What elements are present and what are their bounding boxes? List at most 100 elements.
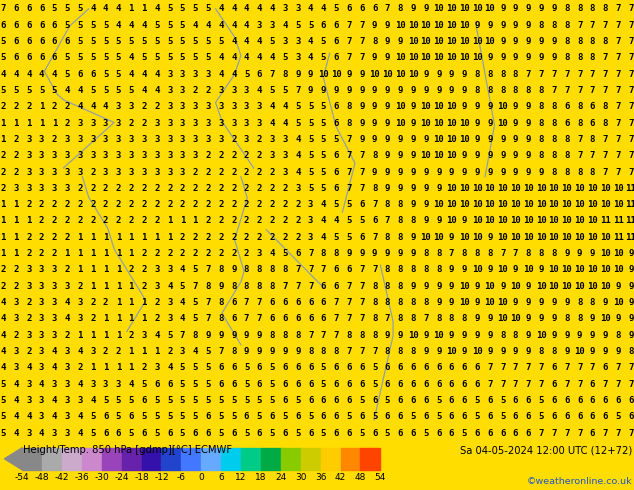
Text: 9: 9 [410,135,416,144]
Text: 2: 2 [231,200,236,209]
Text: 6: 6 [333,266,339,274]
Text: 2: 2 [154,184,160,193]
Text: 8: 8 [526,249,531,258]
Text: 5: 5 [141,37,146,46]
Text: 10: 10 [587,217,598,225]
Text: 7: 7 [449,249,454,258]
Text: 9: 9 [423,347,429,356]
Text: 3: 3 [116,380,121,389]
Text: 6: 6 [154,380,160,389]
Text: 2: 2 [39,249,44,258]
Text: 2: 2 [65,233,70,242]
Text: 9: 9 [359,135,365,144]
Text: 3: 3 [141,331,146,340]
Text: 9: 9 [628,249,633,258]
Text: 9: 9 [385,102,390,111]
Text: 1: 1 [129,347,134,356]
Text: 3: 3 [77,135,82,144]
Text: 8: 8 [513,331,518,340]
Text: 10: 10 [562,200,572,209]
Text: 10: 10 [484,217,495,225]
Text: 6: 6 [269,315,275,323]
Text: 6: 6 [218,380,224,389]
Text: 5: 5 [346,200,352,209]
Text: 6: 6 [564,102,569,111]
Text: 7: 7 [628,53,633,62]
Text: 2: 2 [154,217,160,225]
Text: 8: 8 [488,86,493,95]
Text: 2: 2 [129,200,134,209]
Text: 8: 8 [564,4,569,13]
Text: 5: 5 [193,396,198,405]
Text: 10: 10 [446,151,457,160]
Text: 1: 1 [116,282,121,291]
Text: 5: 5 [154,412,160,421]
Text: 3: 3 [205,70,211,78]
Text: 8: 8 [552,168,557,176]
Text: 5: 5 [538,412,544,421]
Text: 6: 6 [333,282,339,291]
Text: 6: 6 [564,119,569,127]
Text: 5: 5 [218,429,224,438]
Text: 9: 9 [602,298,608,307]
Text: 10: 10 [510,233,521,242]
Text: 6: 6 [423,380,429,389]
Text: 1: 1 [1,135,6,144]
Text: 3: 3 [295,4,301,13]
Text: 3: 3 [103,168,108,176]
Text: 9: 9 [385,53,390,62]
Text: 6: 6 [141,429,146,438]
Text: 8: 8 [488,249,493,258]
Text: 10: 10 [459,4,470,13]
Text: 4: 4 [26,412,32,421]
Text: 4: 4 [295,168,301,176]
Text: 8: 8 [385,266,390,274]
Text: 9: 9 [628,331,633,340]
Text: 9: 9 [488,135,493,144]
Text: 9: 9 [513,119,518,127]
Text: 7: 7 [359,151,365,160]
Text: 3: 3 [282,135,288,144]
Text: 5: 5 [13,86,18,95]
Text: 3: 3 [26,151,32,160]
Text: 6: 6 [333,412,339,421]
Text: 7: 7 [346,184,352,193]
Text: 5: 5 [103,70,108,78]
Text: 7: 7 [577,70,582,78]
Text: 10: 10 [472,233,482,242]
Text: 2: 2 [193,86,198,95]
Text: 24: 24 [275,473,287,482]
Text: 5: 5 [500,396,505,405]
Text: 7: 7 [359,266,365,274]
Text: 5: 5 [103,21,108,30]
Text: 7: 7 [500,380,505,389]
Text: 8: 8 [577,53,582,62]
Text: 3: 3 [154,364,160,372]
Text: 9: 9 [513,135,518,144]
Text: 9: 9 [552,298,557,307]
Text: 11: 11 [612,233,623,242]
Text: 10: 10 [548,266,559,274]
Text: 5: 5 [77,4,82,13]
Text: 9: 9 [513,347,518,356]
Text: 1: 1 [77,266,82,274]
Text: 5: 5 [167,412,172,421]
Text: 3: 3 [52,315,57,323]
Text: -54: -54 [15,473,30,482]
Text: 10: 10 [420,151,431,160]
Text: 6: 6 [372,217,377,225]
Text: 9: 9 [346,70,352,78]
Text: 7: 7 [616,364,621,372]
Text: 3: 3 [167,102,172,111]
Text: 3: 3 [103,151,108,160]
Text: 10: 10 [472,217,482,225]
Text: 2: 2 [269,168,275,176]
Text: 9: 9 [449,282,454,291]
Text: 3: 3 [167,315,172,323]
Text: 7: 7 [564,429,569,438]
Text: 2: 2 [244,184,249,193]
Text: 9: 9 [308,70,313,78]
Text: 5: 5 [193,412,198,421]
Text: 2: 2 [65,200,70,209]
Text: 9: 9 [564,347,569,356]
